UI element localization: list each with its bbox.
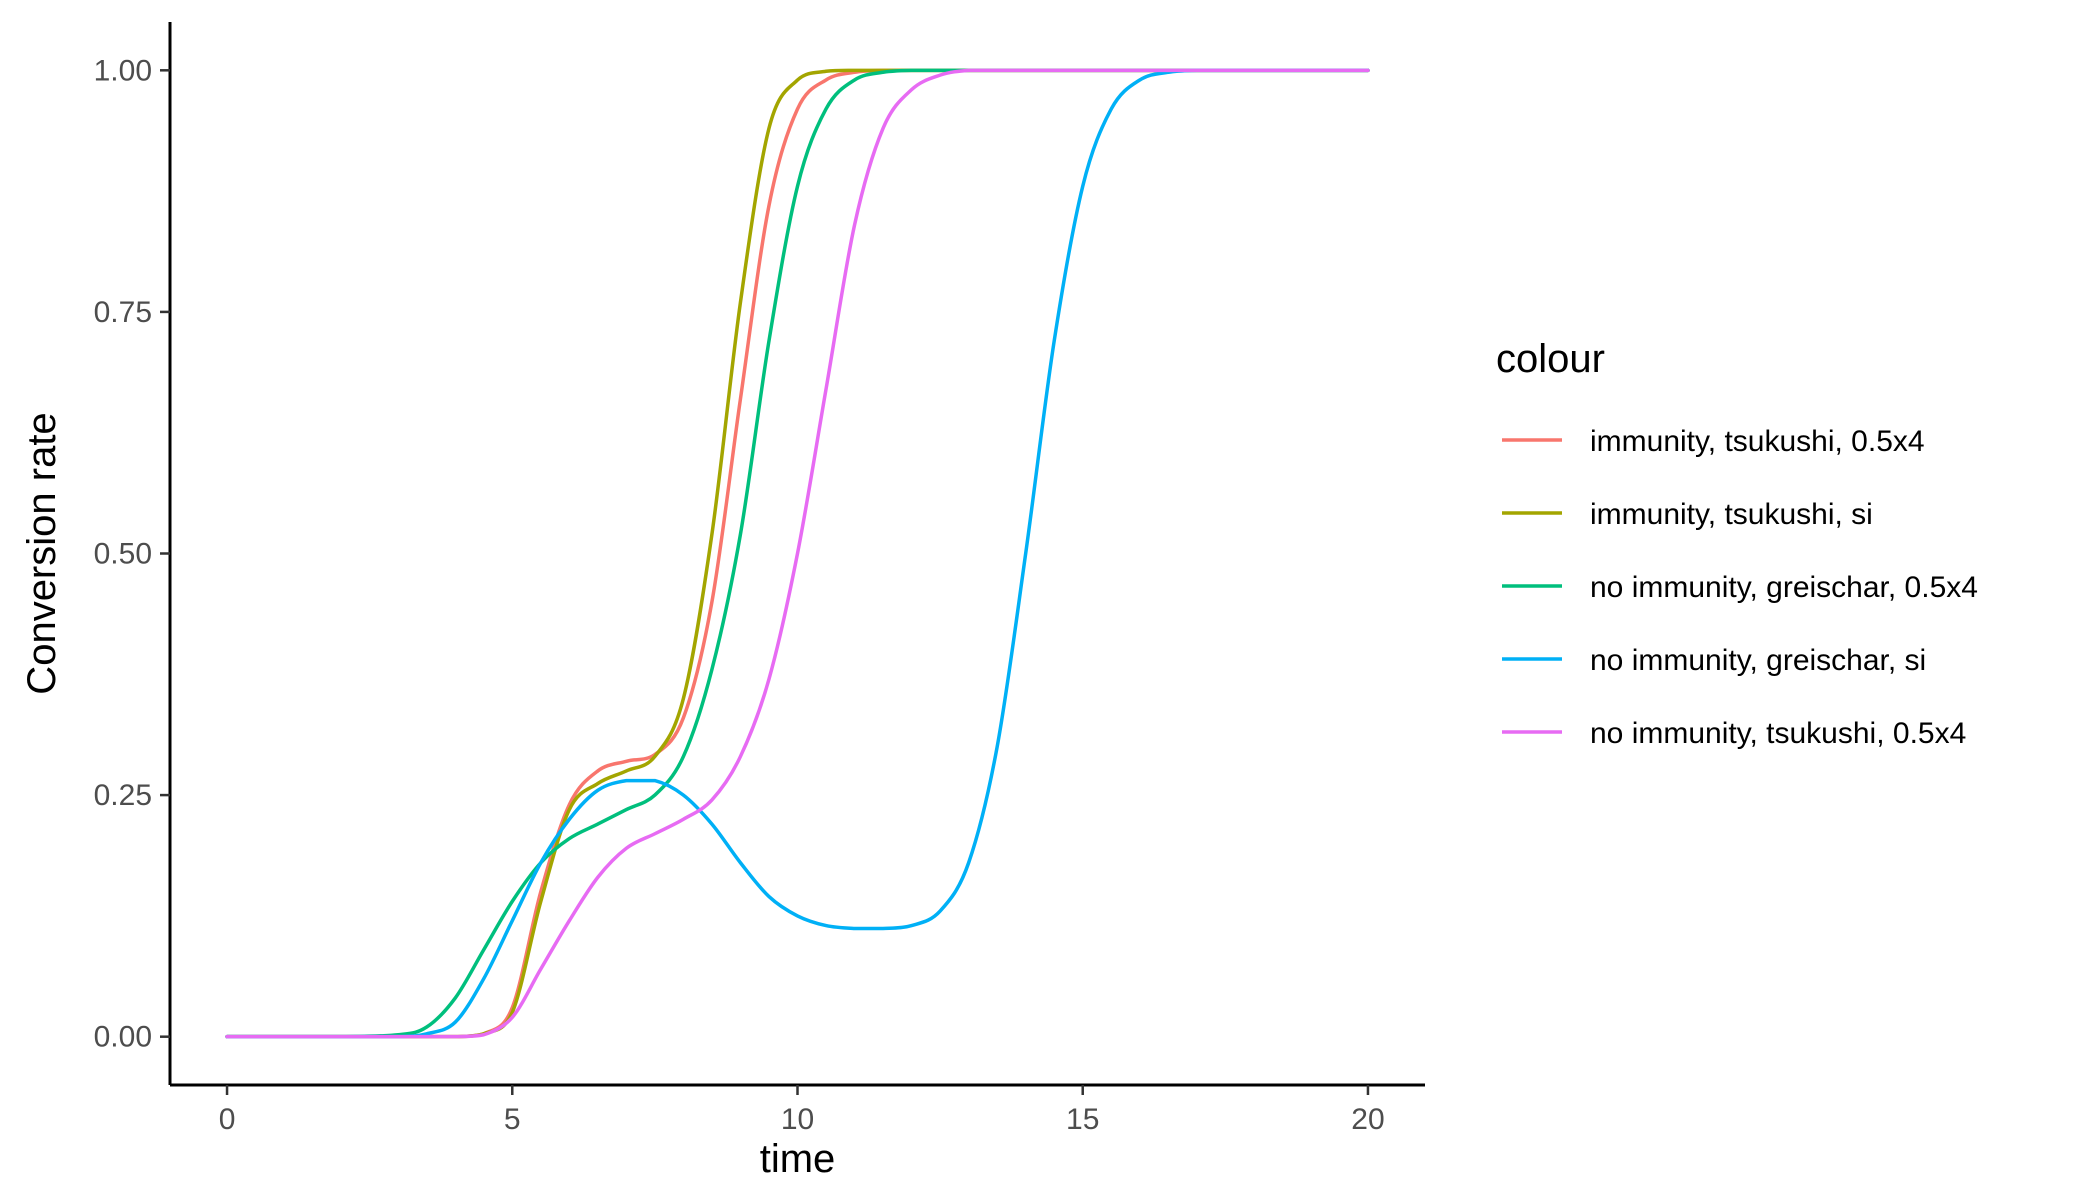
- legend: colour immunity, tsukushi, 0.5x4 immunity…: [1496, 337, 1978, 750]
- x-tick-label: 15: [1066, 1103, 1099, 1136]
- legend-label: no immunity, tsukushi, 0.5x4: [1590, 717, 1966, 750]
- legend-label: immunity, tsukushi, 0.5x4: [1590, 425, 1925, 458]
- x-tick-label: 10: [781, 1103, 814, 1136]
- legend-item: immunity, tsukushi, 0.5x4: [1502, 425, 1925, 458]
- plot-area: [225, 68, 1370, 1039]
- legend-item: no immunity, tsukushi, 0.5x4: [1502, 717, 1966, 750]
- y-tick-label: 0.25: [94, 779, 152, 812]
- legend-label: no immunity, greischar, 0.5x4: [1590, 571, 1978, 604]
- legend-item: no immunity, greischar, 0.5x4: [1502, 571, 1978, 604]
- legend-item: no immunity, greischar, si: [1502, 644, 1926, 677]
- y-tick-label: 0.75: [94, 296, 152, 329]
- y-tick-label: 1.00: [94, 54, 152, 87]
- y-tick-label: 0.00: [94, 1021, 152, 1054]
- x-tick-label: 5: [504, 1103, 521, 1136]
- legend-label: no immunity, greischar, si: [1590, 644, 1926, 677]
- legend-item: immunity, tsukushi, si: [1502, 498, 1873, 531]
- y-tick-label: 0.50: [94, 538, 152, 571]
- y-axis-ticks: 0.00 0.25 0.50 0.75 1.00: [94, 54, 170, 1054]
- x-axis-title: time: [760, 1137, 836, 1181]
- series-line-5: [225, 68, 1370, 1039]
- legend-title: colour: [1496, 337, 1605, 381]
- x-tick-label: 20: [1351, 1103, 1384, 1136]
- x-tick-label: 0: [219, 1103, 236, 1136]
- x-axis-ticks: 0 5 10 15 20: [219, 1085, 1385, 1136]
- legend-label: immunity, tsukushi, si: [1590, 498, 1873, 531]
- y-axis-title: Conversion rate: [20, 412, 64, 694]
